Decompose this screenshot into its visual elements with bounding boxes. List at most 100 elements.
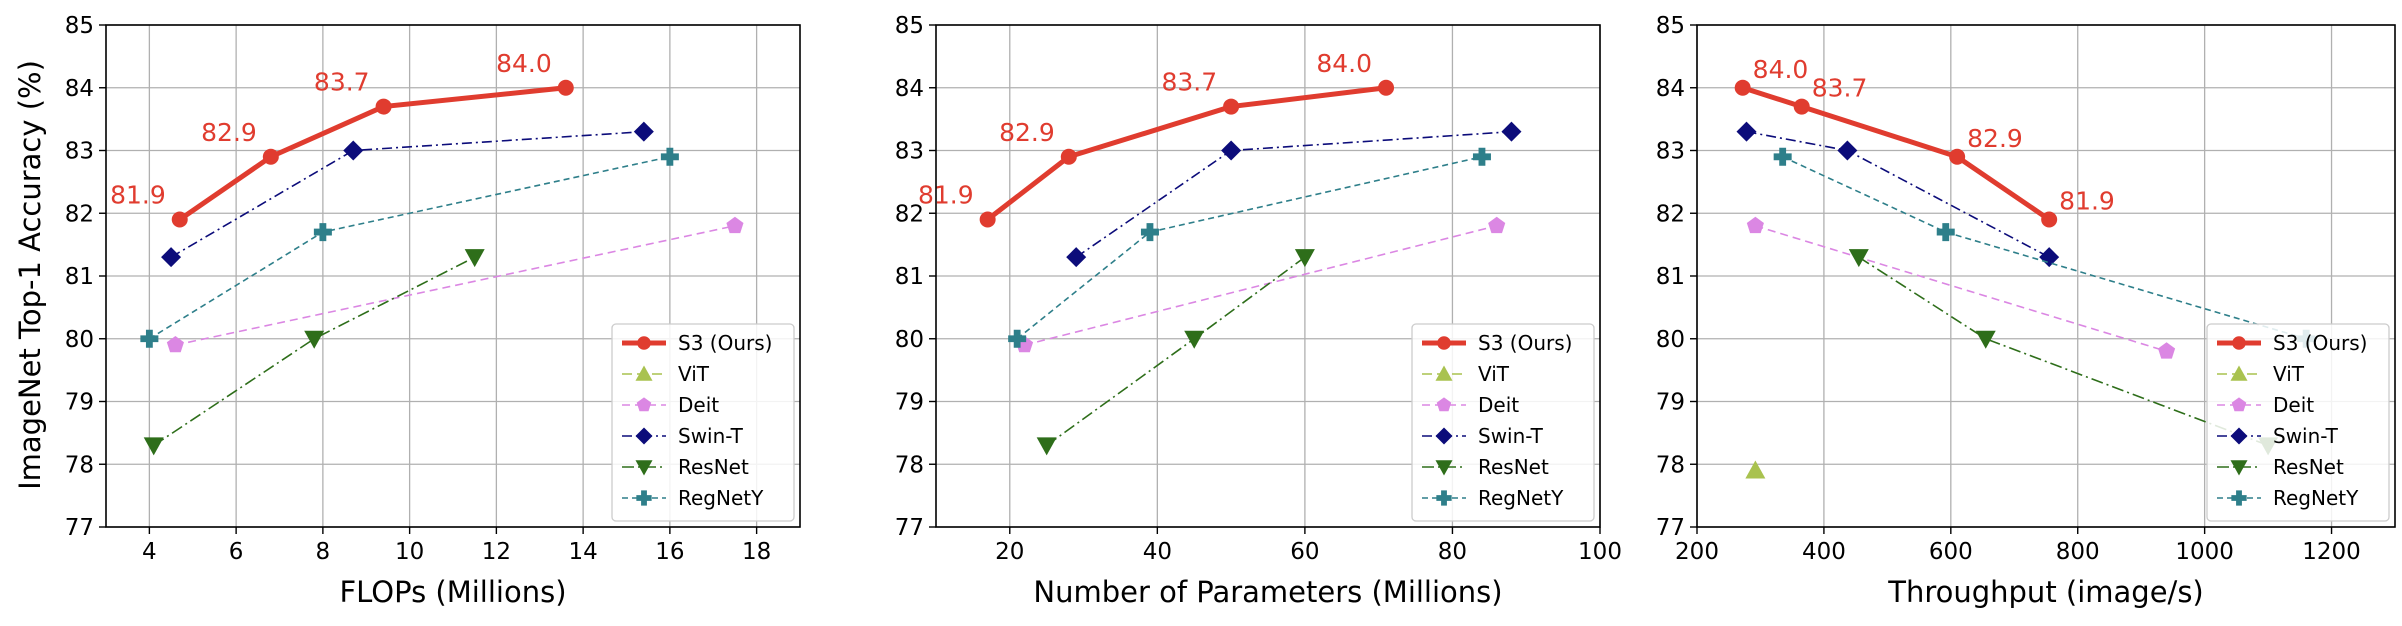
- legend-marker-resnet: [1435, 460, 1453, 476]
- y-tick-label: 84: [895, 76, 924, 102]
- data-point-deit: [2158, 342, 2176, 359]
- data-label: 81.9: [918, 181, 974, 210]
- data-point-swin-t: [1221, 140, 1242, 161]
- data-point-swin-t: [1501, 121, 1522, 142]
- legend-label-swin-t: Swin-T: [1478, 424, 1544, 448]
- series-line-swin-t: [170, 130, 644, 258]
- y-tick-label: 80: [1656, 327, 1685, 353]
- data-point-s3-ours: [557, 79, 574, 96]
- y-tick-label: 79: [895, 390, 924, 416]
- data-label: 84.0: [1753, 55, 1809, 84]
- y-tick-label: 84: [1656, 76, 1685, 102]
- legend-label-s3-ours: S3 (Ours): [678, 331, 772, 355]
- x-tick-label: 1200: [2302, 539, 2361, 565]
- y-tick-label: 84: [65, 76, 94, 102]
- y-tick-label: 85: [65, 13, 94, 39]
- data-label: 82.9: [1967, 124, 2023, 153]
- data-label: 84.0: [496, 49, 552, 78]
- legend-label-vit: ViT: [2273, 362, 2305, 386]
- data-point-swin-t: [1066, 247, 1087, 268]
- x-tick-label: 16: [655, 539, 684, 565]
- y-tick-label: 77: [1656, 515, 1685, 541]
- series-line-regnety: [1782, 156, 2307, 340]
- data-point-deit: [1488, 216, 1506, 234]
- legend-marker-deit: [636, 397, 652, 412]
- legend-label-s3-ours: S3 (Ours): [1478, 331, 1572, 355]
- data-point-swin-t: [2039, 247, 2060, 268]
- y-tick-label: 82: [895, 201, 924, 227]
- legend-marker-swin-t: [1435, 427, 1453, 445]
- data-point-regnety: [1773, 147, 1792, 166]
- data-point-s3-ours: [1223, 98, 1240, 115]
- chart-panel-2: 81.982.983.784.020 40 60 80 1007778798081828…: [895, 13, 1622, 609]
- y-tick-label: 81: [65, 264, 94, 290]
- y-tick-label: 82: [1656, 201, 1685, 227]
- legend-marker-regnety: [2231, 490, 2247, 506]
- data-point-s3-ours: [1734, 79, 1751, 96]
- y-tick-label: 83: [895, 139, 924, 165]
- x-tick-label: 800: [2056, 539, 2100, 565]
- data-label: 83.7: [314, 68, 370, 97]
- data-point-regnety: [1936, 223, 1955, 242]
- y-tick-label: 78: [65, 452, 94, 478]
- series-line-resnet: [1046, 256, 1306, 447]
- series-swin-t: [161, 121, 654, 268]
- data-point-s3-ours: [1060, 148, 1077, 165]
- series-swin-t: [1066, 121, 1522, 268]
- data-point-swin-t: [343, 140, 364, 161]
- data-label: 82.9: [201, 118, 257, 147]
- y-tick-label: 83: [1656, 139, 1685, 165]
- data-point-resnet: [1036, 437, 1057, 456]
- y-tick-label: 78: [895, 452, 924, 478]
- legend-marker-resnet: [2230, 460, 2248, 476]
- chart-panel-3: 84.083.7 82.9 81.9 200 400 600 800 1000 1200 77 78…: [1656, 13, 2396, 609]
- series-line-regnety: [1016, 155, 1483, 340]
- data-label: 82.9: [999, 118, 1055, 147]
- series-swin-t: [1736, 121, 2060, 268]
- legend-marker-swin-t: [2230, 427, 2248, 445]
- legend: S3 (Ours) ViT Deit Swin-T ResNet RegNetY: [2206, 323, 2390, 522]
- data-point-deit: [1746, 216, 1764, 234]
- legend-label-s3-ours: S3 (Ours): [2273, 331, 2367, 355]
- x-tick-label: 18: [742, 539, 771, 565]
- data-point-regnety: [1008, 329, 1027, 348]
- data-point-resnet: [1848, 249, 1869, 268]
- series-deit: [166, 216, 744, 353]
- x-axis-label: FLOPs (Millions): [339, 575, 566, 609]
- y-tick-label: 81: [1656, 264, 1685, 290]
- y-tick-label: 81: [895, 264, 924, 290]
- data-point-regnety: [1140, 223, 1159, 242]
- x-tick-label: 200: [1675, 539, 1719, 565]
- y-tick-label: 78: [1656, 452, 1685, 478]
- x-tick-label: 10: [395, 539, 424, 565]
- data-label: 83.7: [1812, 74, 1868, 103]
- data-point-regnety: [1472, 147, 1491, 166]
- x-tick-label: 4: [142, 539, 157, 565]
- x-tick-label: 400: [1802, 539, 1846, 565]
- legend-label-resnet: ResNet: [678, 455, 749, 479]
- legend-marker-deit: [2231, 397, 2247, 412]
- data-point-deit: [166, 336, 184, 353]
- data-point-deit: [726, 216, 744, 234]
- legend-label-deit: Deit: [2273, 393, 2314, 417]
- chart-panels: 81.982.983.784.04 6 8 10 12 14 16 1877787980818…: [65, 13, 2396, 609]
- x-tick-label: 12: [482, 539, 511, 565]
- series-regnety: [1008, 147, 1491, 348]
- y-tick-label: 79: [65, 390, 94, 416]
- series-regnety: [140, 147, 679, 348]
- legend-label-swin-t: Swin-T: [2273, 424, 2339, 448]
- data-label: 84.0: [1316, 49, 1372, 78]
- legend-label-deit: Deit: [678, 393, 719, 417]
- data-point-regnety: [313, 223, 332, 242]
- legend-label-deit: Deit: [1478, 393, 1519, 417]
- data-point-s3-ours: [1949, 148, 1966, 165]
- y-tick-label: 80: [65, 327, 94, 353]
- legend-marker-resnet: [635, 460, 653, 476]
- data-point-regnety: [660, 147, 679, 166]
- legend: S3 (Ours) ViT Deit Swin-T ResNet RegNetY: [1411, 323, 1595, 522]
- x-axis-label: Number of Parameters (Millions): [1033, 575, 1502, 609]
- legend-marker-s3-ours: [2232, 336, 2246, 350]
- legend-marker-vit: [1435, 365, 1453, 381]
- series-line-deit: [175, 225, 736, 346]
- data-point-s3-ours: [171, 211, 188, 228]
